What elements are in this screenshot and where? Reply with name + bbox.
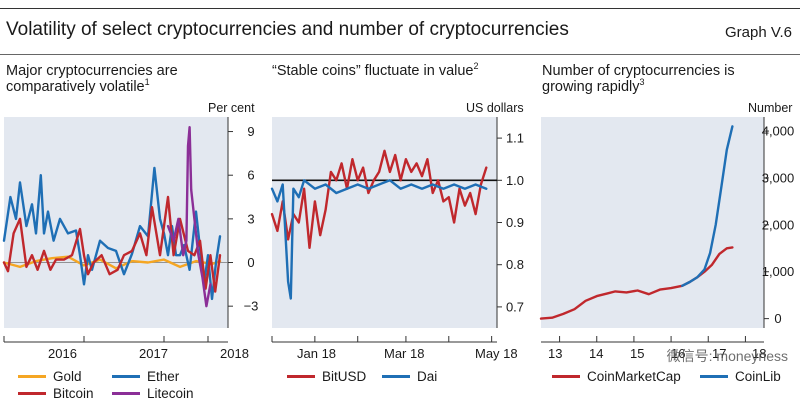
- legend-litecoin-label: Litecoin: [147, 386, 194, 401]
- legend-coinlib-label: CoinLib: [735, 369, 781, 384]
- legend-gold-label: Gold: [53, 369, 82, 384]
- y-tick-label: 4,000: [762, 124, 795, 139]
- legend-dai-label: Dai: [417, 369, 438, 384]
- x-tick-label: Jan 18: [297, 346, 336, 361]
- legend-coinmarketcap-swatch: [552, 375, 580, 378]
- y-tick-label: 1.1: [506, 131, 524, 146]
- panel-stablecoins-plot-area: [272, 117, 497, 328]
- panel-count-plot-area: [541, 117, 764, 328]
- x-tick-label: 13: [548, 346, 562, 361]
- legend-litecoin-swatch: [112, 392, 140, 395]
- watermark: 微信号: moneyness: [666, 348, 788, 364]
- x-tick-label: 2017: [139, 346, 168, 361]
- series-dai-line: [270, 179, 488, 300]
- legend-bitusd-swatch: [287, 375, 315, 378]
- legend-coinlib: CoinLib: [700, 369, 781, 384]
- series-litecoin-line: [166, 125, 212, 308]
- legend-dai: Dai: [382, 369, 437, 384]
- legend-dai-swatch: [382, 375, 410, 378]
- panel2-unit: US dollars: [466, 101, 524, 115]
- y-tick-label: 3,000: [762, 170, 795, 185]
- panel2-subtitle-line1: “Stable coins” fluctuate in value: [272, 63, 474, 79]
- y-tick-label: 9: [247, 124, 254, 139]
- series-coinlib-line: [681, 125, 734, 287]
- x-tick-label: Mar 18: [384, 346, 424, 361]
- top-rule: [0, 8, 800, 9]
- y-tick-label: 1,000: [762, 264, 795, 279]
- legend-gold-swatch: [18, 375, 46, 378]
- panel1-subtitle-line1: Major cryptocurrencies are: [6, 63, 178, 79]
- legend-coinmarketcap-label: CoinMarketCap: [587, 369, 681, 384]
- x-tick-label: 16: [671, 346, 685, 361]
- x-tick-label: 18: [752, 346, 766, 361]
- legend-bitcoin-swatch: [18, 392, 46, 395]
- panel1-footnote: 1: [144, 77, 150, 88]
- y-tick-label: −3: [244, 299, 259, 314]
- legend-ether-swatch: [112, 375, 140, 378]
- y-tick-label: 0.7: [506, 299, 524, 314]
- legend-litecoin: Litecoin: [112, 386, 194, 401]
- legend-bitusd: BitUSD: [287, 369, 366, 384]
- legend-bitcoin-label: Bitcoin: [53, 386, 94, 401]
- chart-title: Volatility of select cryptocurrencies an…: [6, 19, 569, 40]
- y-tick-label: 0.9: [506, 215, 524, 230]
- panel3-subtitle-line2: growing rapidly: [542, 79, 640, 95]
- x-tick-label: 14: [589, 346, 603, 361]
- y-tick-label: 3: [247, 211, 254, 226]
- x-tick-label: 2018: [220, 346, 249, 361]
- panel3-footnote: 3: [639, 77, 645, 88]
- x-tick-label: May 18: [475, 346, 518, 361]
- panel1-subtitle-line2: comparatively volatile: [6, 79, 145, 95]
- graph-number: Graph V.6: [725, 24, 792, 41]
- y-tick-label: 1.0: [506, 173, 524, 188]
- legend-ether: Ether: [112, 369, 179, 384]
- y-tick-label: 2,000: [762, 217, 795, 232]
- legend-coinlib-swatch: [700, 375, 728, 378]
- series-ether-line: [2, 166, 222, 301]
- panel1-unit: Per cent: [208, 101, 255, 115]
- panel3-unit: Number: [748, 101, 793, 115]
- x-tick-label: 2016: [48, 346, 77, 361]
- y-tick-label: 6: [247, 168, 254, 183]
- y-tick-label: 0: [774, 311, 781, 326]
- legend-bitusd-label: BitUSD: [322, 369, 367, 384]
- title-rule: [0, 54, 800, 55]
- legend-coinmarketcap: CoinMarketCap: [552, 369, 681, 384]
- y-tick-label: 0.8: [506, 257, 524, 272]
- panel2-footnote: 2: [473, 61, 479, 72]
- legend-gold: Gold: [18, 369, 82, 384]
- legend-bitcoin: Bitcoin: [18, 386, 94, 401]
- panel3-subtitle: Number of cryptocurrencies is growing ra…: [542, 63, 735, 95]
- series-coinmarketcap-line: [539, 246, 734, 320]
- panel2-subtitle: “Stable coins” fluctuate in value2: [272, 61, 479, 79]
- series-bitcoin-line: [2, 195, 222, 293]
- legend-ether-label: Ether: [147, 369, 180, 384]
- series-bitusd-line: [270, 149, 488, 250]
- panel3-subtitle-line1: Number of cryptocurrencies is: [542, 63, 735, 79]
- x-tick-label: 15: [630, 346, 644, 361]
- x-tick-label: 17: [712, 346, 726, 361]
- y-tick-label: 0: [247, 255, 254, 270]
- panel1-subtitle: Major cryptocurrencies are comparatively…: [6, 63, 178, 95]
